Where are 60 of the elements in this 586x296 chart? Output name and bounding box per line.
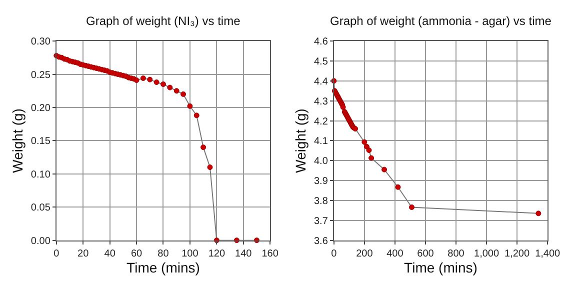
point	[207, 164, 213, 170]
y-tick-label: 4.2	[314, 116, 328, 128]
y-tick-label: 0.10	[30, 169, 51, 180]
point	[200, 144, 206, 150]
point	[368, 155, 374, 161]
y-axis-title: Weight (g)	[10, 108, 26, 173]
y-tick-label: 4.4	[314, 76, 328, 88]
x-tick-label: 1,400	[535, 248, 561, 260]
point	[187, 103, 193, 109]
y-tick-label: 4.6	[314, 36, 328, 48]
x-tick-label: 100	[182, 248, 199, 260]
y-tick-label: 3.8	[314, 196, 328, 207]
x-tick-label: 120	[208, 248, 226, 260]
x-axis-title: Time (mins)	[404, 260, 478, 276]
point	[180, 91, 186, 97]
y-tick-label: 4.0	[314, 156, 328, 168]
point	[167, 84, 173, 90]
y-tick-label: 3.6	[314, 236, 328, 247]
x-tick-label: 140	[235, 248, 252, 260]
y-tick-label: 0.15	[30, 136, 51, 148]
chart-title: Graph of weight (ammonia - agar) vs time	[330, 14, 552, 28]
y-tick-label: 3.9	[314, 176, 328, 188]
point	[382, 166, 388, 172]
point	[536, 210, 542, 216]
point	[147, 76, 153, 82]
point	[366, 147, 372, 153]
x-axis-title: Time (mins)	[126, 260, 200, 276]
point	[408, 204, 414, 210]
x-tick-label: 80	[158, 248, 170, 260]
point	[174, 88, 180, 94]
point	[134, 77, 140, 83]
y-tick-label: 0.00	[30, 236, 51, 247]
x-tick-label: 0	[54, 248, 60, 260]
point	[140, 75, 146, 81]
y-tick-label: 4.1	[314, 136, 328, 148]
x-tick-label: 0	[331, 248, 338, 260]
x-tick-label: 20	[78, 248, 90, 260]
y-tick-label: 0.05	[30, 202, 51, 214]
chart-title: Graph of weight (NI₃) vs time	[86, 14, 241, 28]
x-tick-label: 1,000	[474, 248, 500, 260]
y-tick-label: 0.25	[30, 70, 51, 81]
point	[154, 79, 160, 85]
y-tick-label: 3.7	[314, 216, 328, 227]
x-tick-label: 400	[386, 248, 404, 260]
y-tick-label: 0.30	[30, 36, 51, 48]
x-tick-label: 800	[448, 248, 465, 260]
point	[194, 112, 200, 118]
y-axis-title: Weight (g)	[292, 108, 309, 173]
x-tick-label: 160	[262, 248, 279, 260]
x-tick-label: 1,200	[504, 248, 530, 260]
y-tick-label: 4.5	[314, 56, 328, 68]
x-tick-label: 40	[104, 248, 116, 260]
point	[160, 81, 166, 87]
x-tick-label: 600	[417, 248, 434, 260]
y-tick-label: 0.20	[30, 102, 51, 114]
point	[362, 139, 368, 145]
y-tick-label: 4.3	[314, 96, 328, 108]
x-tick-label: 60	[130, 248, 143, 260]
point	[395, 184, 401, 190]
x-tick-label: 200	[356, 248, 374, 260]
